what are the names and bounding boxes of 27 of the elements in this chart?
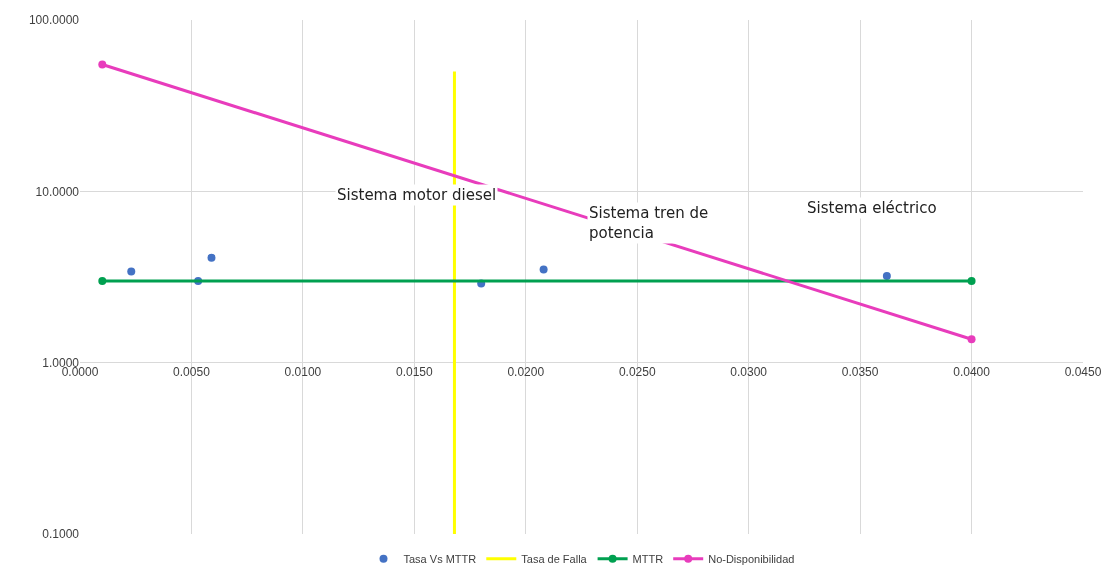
point (207, 253, 216, 262)
y-tick-label: 100.0000 (28, 13, 80, 28)
point (127, 267, 136, 276)
annotation: Sistema tren de potencia (589, 204, 709, 242)
point (967, 335, 976, 344)
point (967, 276, 976, 285)
x-tick-label: 0.0200 (507, 364, 545, 379)
x-tick-label: 0.0250 (618, 364, 656, 379)
legend-label: Tasa de Falla (521, 553, 588, 566)
x-tick-label: 0.0450 (1064, 364, 1102, 379)
x-tick-label: 0.0400 (953, 364, 991, 379)
y-tick-label: 0.1000 (42, 527, 80, 542)
x-tick-label: 0.0350 (841, 364, 879, 379)
point (882, 272, 891, 281)
annotation: Sistema eléctrico (807, 199, 937, 217)
point (98, 60, 107, 69)
legend-label: MTTR (632, 553, 664, 566)
point (539, 265, 548, 274)
y-tick-label: 10.0000 (35, 184, 80, 199)
x-tick-label: 0.0100 (284, 364, 322, 379)
annotation: Sistema motor diesel (337, 186, 497, 204)
legend-label: No-Disponibilidad (708, 553, 795, 566)
legend-label: Tasa Vs MTTR (403, 553, 477, 566)
x-tick-label: 0.0050 (173, 364, 211, 379)
x-tick-label: 0.0300 (730, 364, 768, 379)
x-tick-label: 0.0150 (395, 364, 434, 379)
point (98, 276, 107, 285)
